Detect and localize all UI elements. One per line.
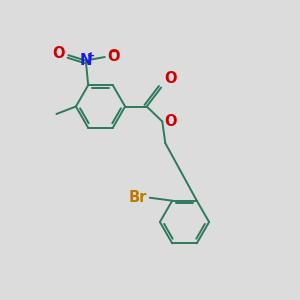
Text: O: O [107, 49, 120, 64]
Text: Br: Br [129, 190, 147, 205]
Text: N: N [80, 53, 92, 68]
Text: −: − [108, 46, 118, 57]
Text: O: O [165, 114, 177, 129]
Text: O: O [52, 46, 65, 61]
Text: +: + [87, 51, 95, 61]
Text: O: O [164, 71, 177, 86]
